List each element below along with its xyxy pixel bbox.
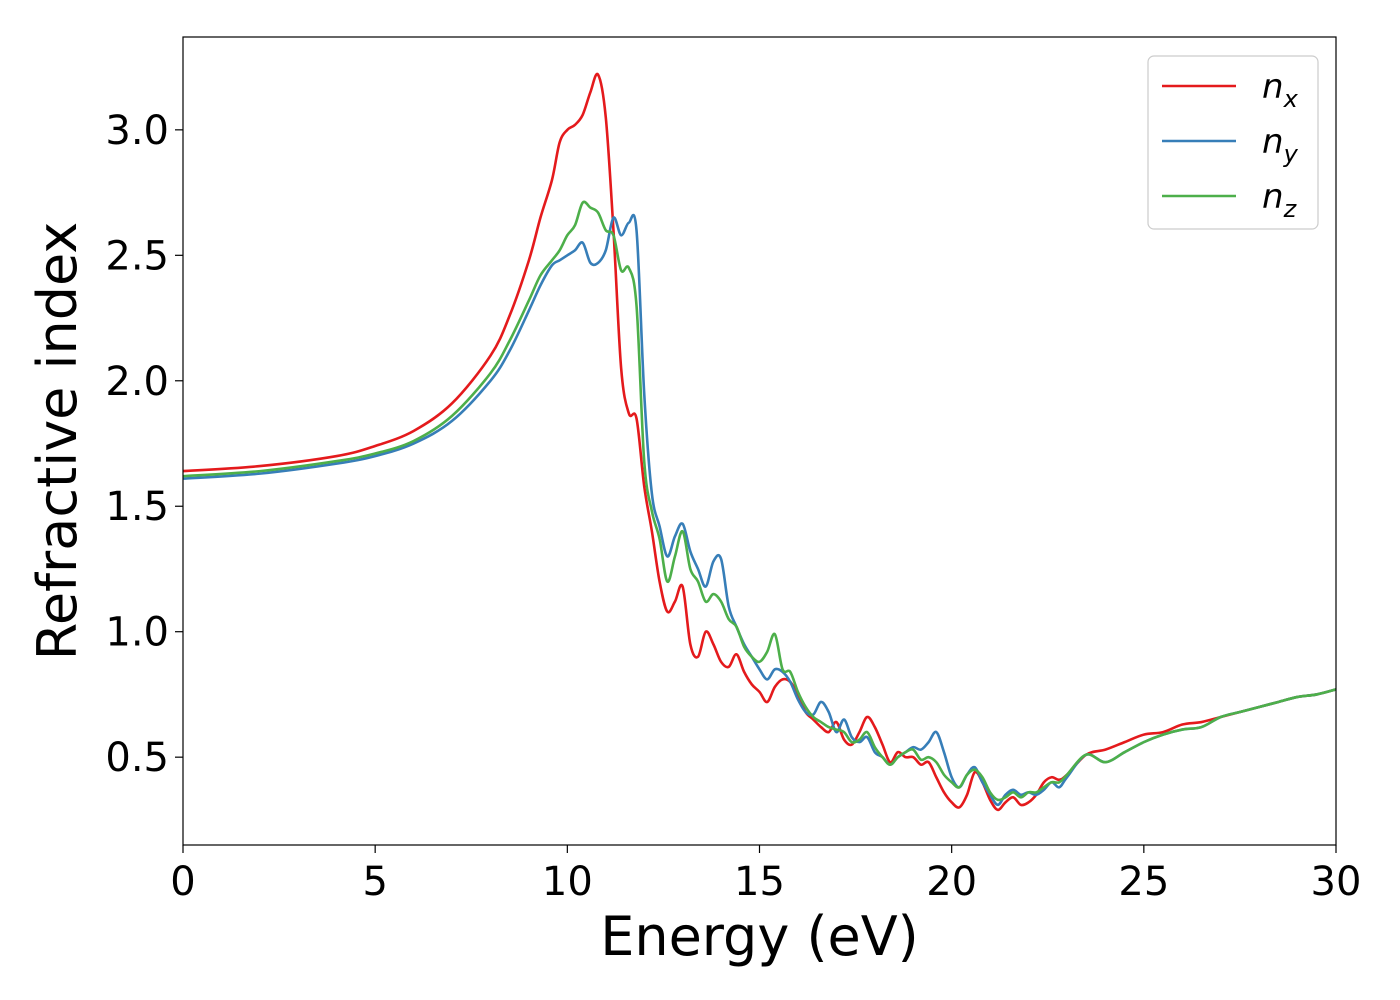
y-tick-label: 2.5 xyxy=(105,233,169,279)
series-line-nz xyxy=(183,200,1336,802)
series-line-nx xyxy=(183,72,1336,812)
x-tick-label: 20 xyxy=(926,859,977,905)
series-line-ny xyxy=(183,213,1336,807)
x-tick-label: 5 xyxy=(362,859,387,905)
legend-label-nz: nz xyxy=(1262,177,1298,223)
legend-label-ny: ny xyxy=(1262,122,1299,168)
x-tick-label: 25 xyxy=(1118,859,1169,905)
y-tick-label: 2.0 xyxy=(105,359,169,405)
x-axis: 0 5 10 15 20 25 30 xyxy=(170,845,1361,905)
y-tick-label: 1.5 xyxy=(105,484,169,530)
y-tick-label: 0.5 xyxy=(105,735,169,781)
x-tick-label: 0 xyxy=(170,859,195,905)
x-tick-label: 30 xyxy=(1311,859,1362,905)
legend: nx ny nz xyxy=(1147,55,1319,230)
y-tick-label: 3.0 xyxy=(105,108,169,154)
legend-box xyxy=(1147,55,1319,230)
series-layer xyxy=(183,72,1336,812)
legend-label-nx: nx xyxy=(1262,67,1299,113)
y-axis-title: Refractive index xyxy=(26,222,89,661)
x-tick-label: 15 xyxy=(734,859,785,905)
y-axis: 0.5 1.0 1.5 2.0 2.5 3.0 xyxy=(105,108,183,781)
y-tick-label: 1.0 xyxy=(105,610,169,656)
x-axis-title: Energy (eV) xyxy=(600,905,919,968)
x-tick-label: 10 xyxy=(542,859,593,905)
